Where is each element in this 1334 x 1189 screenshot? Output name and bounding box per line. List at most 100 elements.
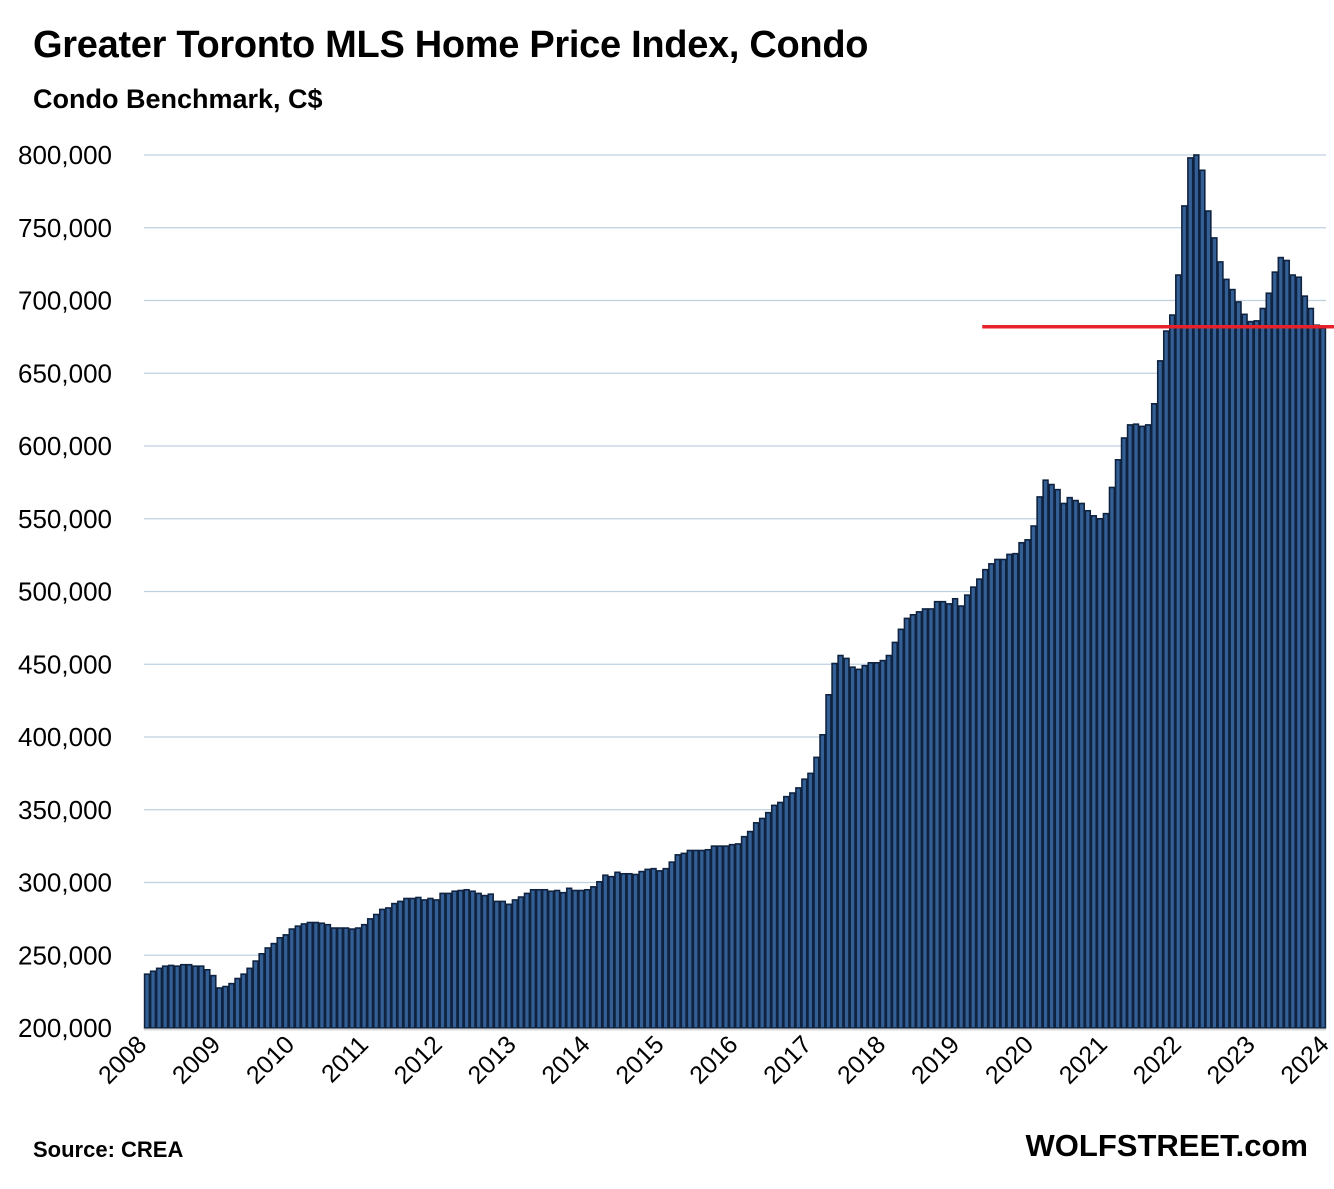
bar bbox=[843, 657, 850, 1029]
bar bbox=[143, 973, 151, 1029]
bar bbox=[559, 891, 567, 1029]
bar bbox=[1072, 499, 1079, 1029]
bar bbox=[1217, 261, 1224, 1029]
bar bbox=[330, 927, 338, 1029]
bar bbox=[1283, 259, 1291, 1029]
x-tick-label: 2014 bbox=[537, 1030, 596, 1089]
bar bbox=[1289, 274, 1297, 1029]
bar bbox=[1211, 237, 1218, 1029]
bar bbox=[1102, 512, 1110, 1029]
bar bbox=[988, 563, 995, 1029]
bar bbox=[300, 923, 308, 1029]
bar bbox=[620, 872, 627, 1029]
bar bbox=[1193, 154, 1200, 1029]
bar-series bbox=[143, 154, 1327, 1029]
bar bbox=[1295, 276, 1303, 1029]
bar bbox=[1054, 488, 1061, 1029]
x-tick-label: 2009 bbox=[167, 1030, 226, 1089]
bar bbox=[945, 603, 953, 1029]
bar bbox=[831, 662, 838, 1029]
bar bbox=[276, 936, 283, 1029]
bar bbox=[1181, 205, 1188, 1029]
bar bbox=[312, 921, 320, 1029]
bar bbox=[813, 756, 820, 1029]
bar bbox=[578, 889, 585, 1029]
bar bbox=[173, 965, 181, 1029]
bar bbox=[1060, 502, 1067, 1029]
bar bbox=[1078, 502, 1085, 1029]
bar bbox=[915, 611, 923, 1029]
x-tick-label: 2013 bbox=[463, 1030, 522, 1089]
bar bbox=[957, 605, 965, 1029]
y-tick-label: 800,000 bbox=[18, 140, 112, 170]
bar bbox=[584, 888, 591, 1029]
bar bbox=[553, 889, 561, 1029]
y-tick-label: 550,000 bbox=[18, 504, 112, 534]
bar bbox=[198, 965, 205, 1029]
y-tick-label: 700,000 bbox=[18, 286, 112, 316]
bar bbox=[1169, 314, 1176, 1029]
bar bbox=[927, 608, 935, 1029]
bar bbox=[1066, 496, 1073, 1029]
bar bbox=[1144, 424, 1152, 1029]
bar bbox=[614, 871, 621, 1029]
bar bbox=[439, 892, 446, 1029]
y-tick-label: 650,000 bbox=[18, 358, 112, 388]
bar bbox=[963, 594, 971, 1029]
bar bbox=[505, 903, 513, 1029]
bar bbox=[1229, 288, 1236, 1029]
bar bbox=[1096, 517, 1104, 1029]
bar bbox=[445, 892, 452, 1029]
bar bbox=[1138, 425, 1146, 1029]
bar bbox=[590, 886, 597, 1029]
x-tick-label: 2011 bbox=[316, 1030, 374, 1088]
bar bbox=[324, 923, 332, 1029]
bar bbox=[897, 628, 905, 1029]
bar bbox=[650, 867, 657, 1029]
bar bbox=[951, 597, 959, 1029]
bar bbox=[873, 661, 880, 1029]
bar bbox=[523, 892, 531, 1029]
bar bbox=[270, 942, 277, 1029]
bar bbox=[1018, 541, 1025, 1029]
bar bbox=[481, 894, 488, 1029]
bar bbox=[686, 849, 693, 1029]
x-tick-label: 2022 bbox=[1128, 1030, 1187, 1089]
bar bbox=[475, 892, 482, 1029]
y-tick-label: 600,000 bbox=[18, 431, 112, 461]
bar bbox=[204, 968, 211, 1029]
bar bbox=[891, 641, 899, 1029]
bar bbox=[704, 848, 712, 1029]
bar bbox=[1126, 424, 1134, 1029]
bar bbox=[354, 927, 362, 1029]
bar bbox=[421, 899, 428, 1029]
bar bbox=[222, 985, 229, 1029]
bar bbox=[740, 835, 748, 1029]
brand-watermark: WOLFSTREET.com bbox=[1025, 1128, 1308, 1163]
bar bbox=[795, 787, 802, 1029]
bar bbox=[409, 897, 416, 1029]
bar bbox=[192, 965, 199, 1029]
bar bbox=[933, 600, 941, 1029]
bar bbox=[939, 600, 947, 1029]
bar bbox=[1319, 327, 1327, 1029]
bar bbox=[668, 861, 675, 1029]
bar bbox=[722, 845, 730, 1029]
x-tick-label: 2012 bbox=[389, 1030, 448, 1089]
bar bbox=[493, 900, 501, 1029]
bar bbox=[415, 896, 422, 1029]
bar bbox=[1114, 459, 1122, 1029]
bar bbox=[692, 849, 700, 1029]
bar bbox=[698, 849, 706, 1029]
bar bbox=[294, 925, 301, 1029]
chart-title: Greater Toronto MLS Home Price Index, Co… bbox=[33, 24, 869, 66]
bar bbox=[342, 927, 350, 1029]
y-tick-label: 300,000 bbox=[18, 868, 112, 898]
bar bbox=[186, 963, 193, 1029]
bar bbox=[656, 870, 663, 1029]
bar bbox=[770, 804, 778, 1029]
y-tick-label: 250,000 bbox=[18, 940, 112, 970]
bar bbox=[246, 967, 253, 1029]
bar bbox=[571, 889, 579, 1029]
